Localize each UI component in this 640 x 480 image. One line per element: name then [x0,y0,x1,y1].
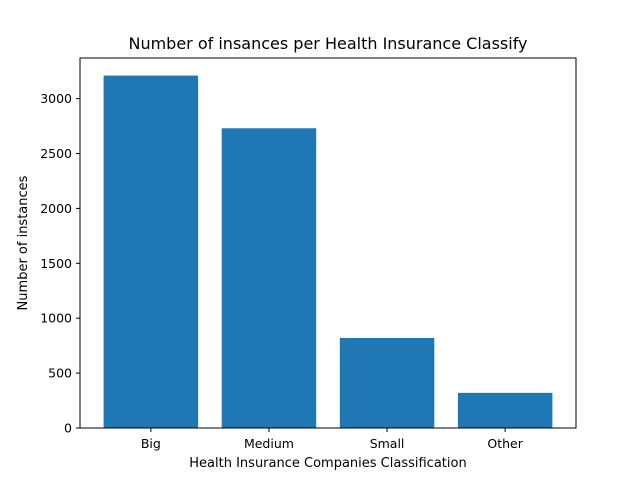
y-tick-label: 2000 [40,201,72,216]
y-tick-label: 500 [48,366,72,381]
y-tick-label: 1000 [40,311,72,326]
y-tick-label: 3000 [40,91,72,106]
bar-other [457,392,553,428]
x-tick-label: Small [370,436,405,451]
y-tick-label: 2500 [40,146,72,161]
chart-title: Number of insances per Health Insurance … [128,34,527,53]
y-tick-label: 0 [64,421,72,436]
y-axis-label: Number of instances [16,175,31,310]
x-axis-label: Health Insurance Companies Classificatio… [189,456,466,471]
y-axis: 0 500 1000 1500 2000 2500 3000 [40,91,80,436]
x-tick-label: Medium [244,436,294,451]
x-axis: Big Medium Small Other [141,428,524,451]
x-tick-label: Big [141,436,161,451]
bar-small [339,337,435,428]
y-tick-label: 1500 [40,256,72,271]
bars-group [103,75,553,428]
bar-medium [221,128,317,428]
plot-frame [79,57,577,429]
bar-big [103,75,199,428]
x-tick-label: Other [487,436,523,451]
